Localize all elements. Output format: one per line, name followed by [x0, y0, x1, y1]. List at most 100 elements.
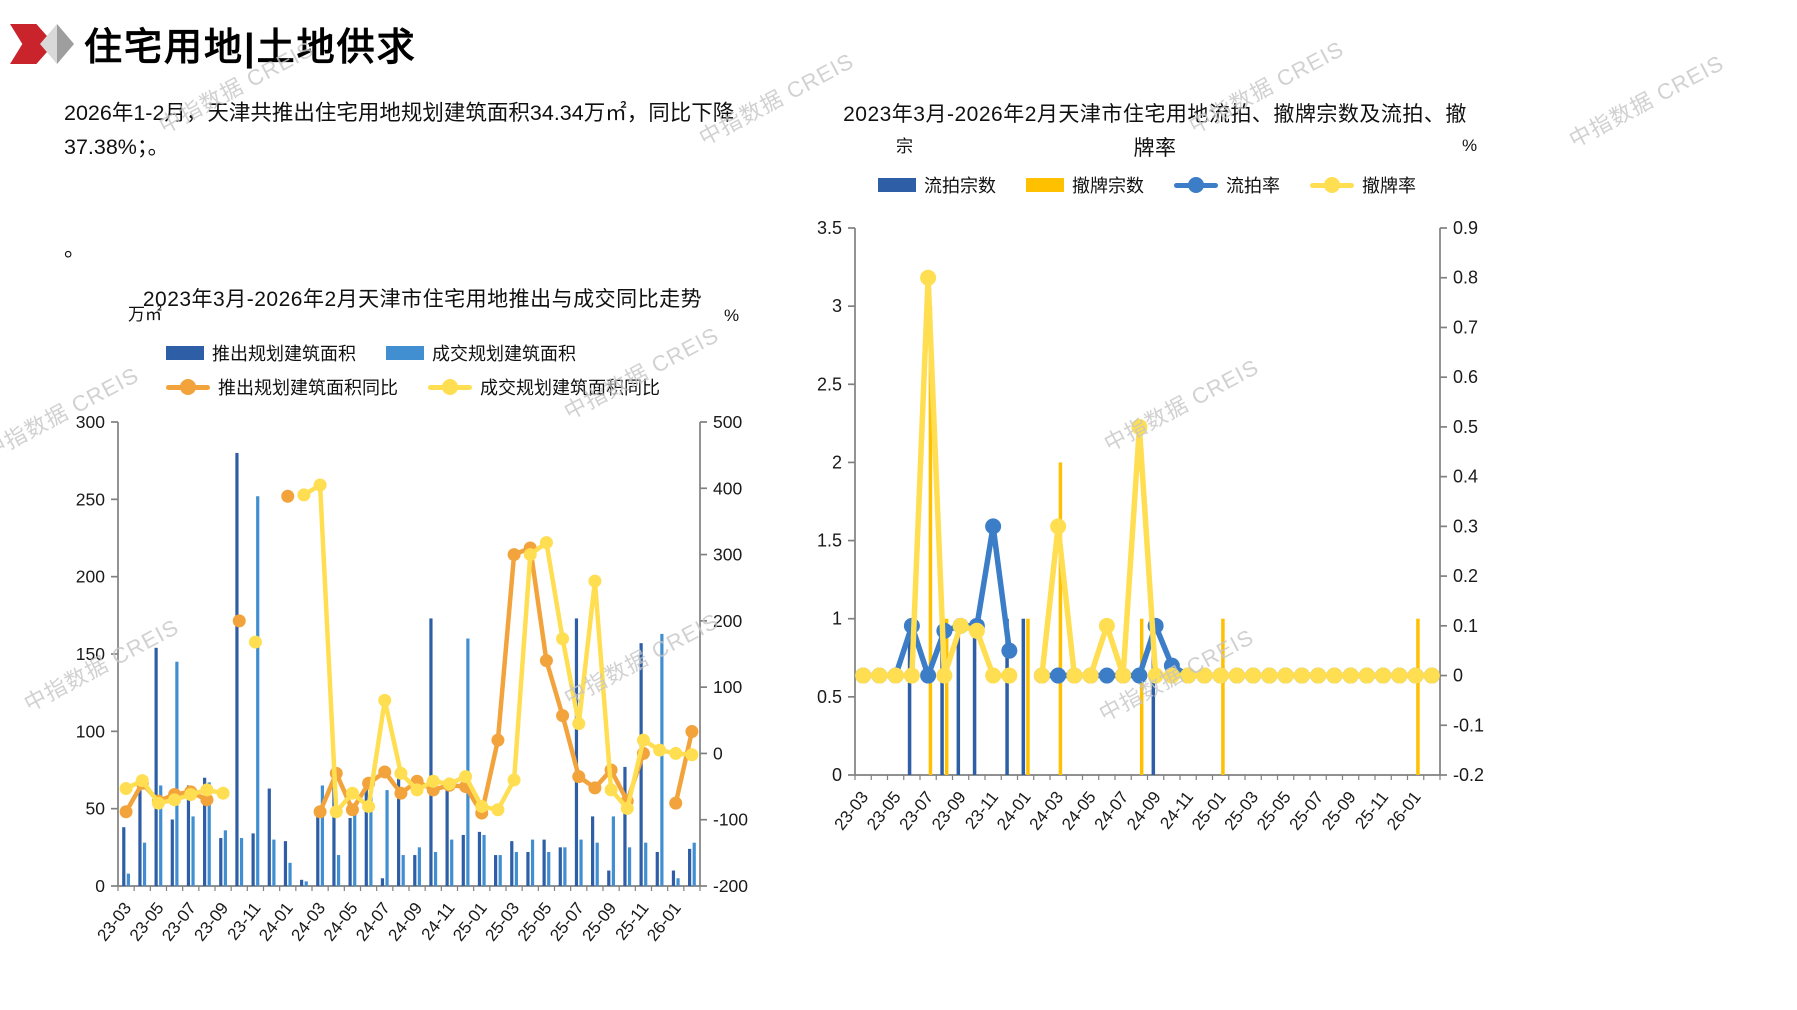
legend-item: 推出规划建筑面积同比 — [166, 374, 398, 400]
supply-transaction-chart: 0 50 100 150 200 250 300 -200 -100 0 100 200 300 400 5… — [76, 412, 748, 945]
svg-text:25-11: 25-11 — [612, 899, 653, 944]
svg-text:23-03: 23-03 — [831, 788, 873, 834]
svg-text:25-01: 25-01 — [449, 899, 491, 945]
left-chart-legend: 推出规划建筑面积 成交规划建筑面积推出规划建筑面积同比 成交规划建筑面积同比 — [166, 340, 751, 400]
left-chart-title: 2023年3月-2026年2月天津市住宅用地推出与成交同比走势 — [142, 288, 703, 311]
right-chart-left-axis-unit: 宗 — [896, 137, 913, 156]
svg-text:24-01: 24-01 — [255, 899, 297, 945]
svg-text:24-11: 24-11 — [1156, 788, 1197, 833]
legend-line-marker-icon — [428, 379, 472, 395]
svg-text:0: 0 — [95, 876, 105, 896]
svg-text:25-05: 25-05 — [1253, 788, 1295, 834]
svg-text:0.9: 0.9 — [1453, 218, 1478, 238]
svg-text:-0.1: -0.1 — [1453, 715, 1484, 735]
legend-label: 撤牌宗数 — [1072, 176, 1144, 196]
summary-text: 2026年1-2月，天津共推出住宅用地规划建筑面积34.34万㎡，同比下降37.… — [64, 101, 735, 160]
svg-text:24-05: 24-05 — [1058, 788, 1100, 834]
svg-text:24-11: 24-11 — [418, 899, 459, 944]
legend-label: 成交规划建筑面积同比 — [480, 378, 660, 398]
svg-text:300: 300 — [713, 545, 742, 565]
svg-text:23-09: 23-09 — [928, 788, 970, 834]
svg-text:50: 50 — [86, 799, 106, 819]
svg-text:23-05: 23-05 — [126, 899, 168, 945]
legend-item: 推出规划建筑面积 — [166, 340, 356, 366]
svg-text:1: 1 — [832, 609, 842, 629]
svg-text:0.8: 0.8 — [1453, 268, 1478, 288]
svg-text:24-03: 24-03 — [1026, 788, 1068, 834]
svg-text:3: 3 — [832, 296, 842, 316]
svg-text:0.2: 0.2 — [1453, 566, 1478, 586]
svg-text:100: 100 — [76, 721, 105, 741]
svg-text:24-05: 24-05 — [320, 899, 362, 945]
legend-label: 撤牌率 — [1362, 176, 1416, 196]
svg-text:2.5: 2.5 — [817, 374, 842, 394]
svg-text:-0.2: -0.2 — [1453, 765, 1484, 785]
svg-text:25-07: 25-07 — [546, 899, 588, 945]
svg-text:500: 500 — [713, 412, 742, 432]
svg-text:3.5: 3.5 — [817, 218, 842, 238]
legend-label: 成交规划建筑面积 — [432, 344, 576, 364]
legend-label: 流拍宗数 — [924, 176, 996, 196]
svg-text:26-01: 26-01 — [643, 899, 685, 945]
svg-text:23-11: 23-11 — [224, 899, 265, 944]
legend-label: 流拍率 — [1226, 176, 1280, 196]
svg-text:23-03: 23-03 — [93, 899, 135, 945]
legend-item: 成交规划建筑面积同比 — [428, 374, 660, 400]
svg-text:0: 0 — [713, 743, 723, 763]
svg-text:25-03: 25-03 — [481, 899, 523, 945]
svg-text:24-01: 24-01 — [993, 788, 1035, 834]
svg-text:25-07: 25-07 — [1286, 788, 1328, 834]
svg-text:0.6: 0.6 — [1453, 367, 1478, 387]
legend-label: 推出规划建筑面积同比 — [218, 378, 398, 398]
right-chart-right-axis-unit: % — [1462, 136, 1478, 155]
svg-text:23-09: 23-09 — [190, 899, 232, 945]
right-chart-legend: 流拍宗数 撤牌宗数 流拍率 撤牌率 — [878, 172, 1458, 198]
svg-text:25-09: 25-09 — [1318, 788, 1360, 834]
legend-item: 流拍率 — [1174, 172, 1280, 198]
svg-text:0.5: 0.5 — [817, 687, 842, 707]
svg-text:-100: -100 — [713, 810, 748, 830]
svg-text:24-03: 24-03 — [287, 899, 329, 945]
brand-logo-icon — [10, 24, 74, 64]
svg-text:1.5: 1.5 — [817, 531, 842, 551]
svg-text:25-09: 25-09 — [578, 899, 620, 945]
svg-text:250: 250 — [76, 489, 105, 509]
svg-text:0.5: 0.5 — [1453, 417, 1478, 437]
svg-text:0.1: 0.1 — [1453, 616, 1478, 636]
legend-item: 流拍宗数 — [878, 172, 996, 198]
legend-line-marker-icon — [166, 379, 210, 395]
right-chart-title-line1: 2023年3月-2026年2月天津市住宅用地流拍、撤牌宗数及流拍、撤 — [843, 103, 1467, 126]
legend-bar-swatch — [1026, 178, 1064, 192]
svg-text:0.3: 0.3 — [1453, 516, 1478, 536]
svg-text:200: 200 — [713, 611, 742, 631]
legend-line-marker-icon — [1310, 177, 1354, 193]
legend-bar-swatch — [386, 346, 424, 360]
left-chart-right-axis-unit: % — [724, 306, 740, 325]
legend-item: 撤牌率 — [1310, 172, 1416, 198]
legend-line-marker-icon — [1174, 177, 1218, 193]
summary-bullet-2: 。 — [64, 237, 86, 261]
svg-text:0.4: 0.4 — [1453, 467, 1478, 487]
svg-text:25-01: 25-01 — [1188, 788, 1230, 834]
right-chart-title-line2: 牌率 — [1133, 137, 1177, 160]
auction-failure-chart: 0 0.5 1 1.5 2 2.5 3 3.5 -0.2 -0.1 0 0.1 0.2 0.3 0.4 0.5… — [817, 218, 1484, 834]
right-chart-title: 2023年3月-2026年2月天津市住宅用地流拍、撤牌宗数及流拍、撤 牌率 — [815, 98, 1495, 166]
svg-text:150: 150 — [76, 644, 105, 664]
svg-text:23-07: 23-07 — [896, 788, 938, 834]
svg-text:25-05: 25-05 — [514, 899, 556, 945]
svg-text:23-07: 23-07 — [158, 899, 200, 945]
svg-text:23-05: 23-05 — [863, 788, 905, 834]
legend-item: 撤牌宗数 — [1026, 172, 1144, 198]
svg-text:200: 200 — [76, 567, 105, 587]
svg-text:0.7: 0.7 — [1453, 317, 1478, 337]
legend-bar-swatch — [166, 346, 204, 360]
svg-text:400: 400 — [713, 478, 742, 498]
svg-text:24-09: 24-09 — [1123, 788, 1165, 834]
svg-text:0: 0 — [1453, 666, 1463, 686]
legend-bar-swatch — [878, 178, 916, 192]
svg-text:24-09: 24-09 — [384, 899, 426, 945]
legend-label: 推出规划建筑面积 — [212, 344, 356, 364]
svg-text:300: 300 — [76, 412, 105, 432]
svg-text:-200: -200 — [713, 876, 748, 896]
legend-item: 成交规划建筑面积 — [386, 340, 576, 366]
